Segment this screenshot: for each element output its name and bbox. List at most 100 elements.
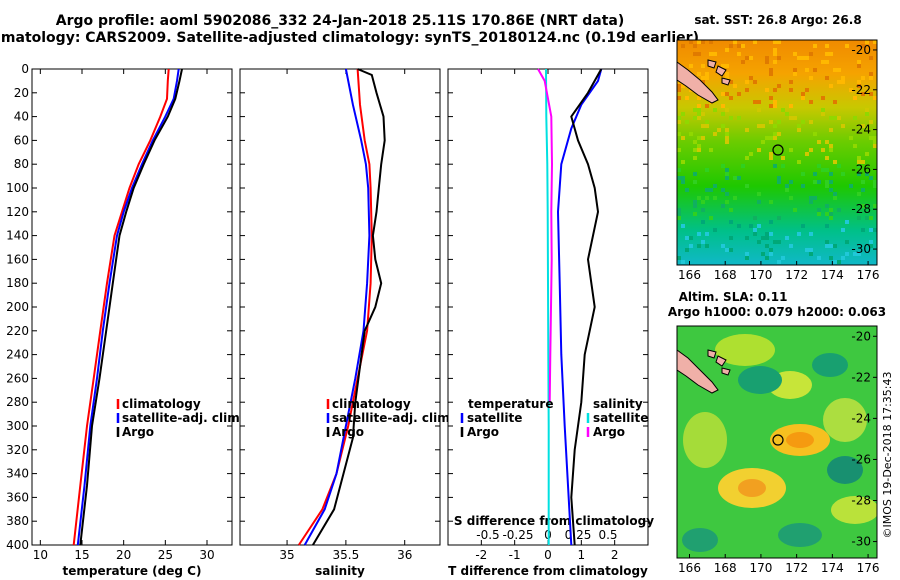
sst-pixel [873, 96, 877, 100]
sst-pixel [865, 40, 869, 44]
x-tick-label: 1 [578, 548, 586, 562]
sst-pixel [725, 72, 729, 76]
depth-tick-label: 80 [14, 157, 29, 171]
sst-pixel [729, 44, 733, 48]
depth-tick-label: 340 [6, 467, 29, 481]
sst-pixel [773, 40, 777, 44]
sst-pixel [833, 68, 837, 72]
sst-pixel [769, 68, 773, 72]
sst-pixel [745, 236, 749, 240]
legend-label: satellite-adj. clim. [332, 411, 454, 425]
sst-pixel [769, 104, 773, 108]
sst-pixel [825, 168, 829, 172]
sst-pixel [781, 108, 785, 112]
sst-pixel [797, 160, 801, 164]
sst-pixel [845, 240, 849, 244]
sst-pixel [769, 252, 773, 256]
sst-pixel [757, 224, 761, 228]
map-lat-label: -30 [851, 535, 871, 549]
sst-pixel [829, 52, 833, 56]
map-lat-label: -28 [851, 202, 871, 216]
sst-pixel [773, 136, 777, 140]
sst-pixel [773, 100, 777, 104]
sst-pixel [757, 240, 761, 244]
map-lon-label: 168 [714, 268, 737, 282]
sst-pixel [801, 184, 805, 188]
sst-pixel [689, 236, 693, 240]
sst-pixel [865, 172, 869, 176]
sst-pixel [769, 220, 773, 224]
sst-pixel [729, 220, 733, 224]
sst-pixel [725, 64, 729, 68]
sst-pixel [769, 96, 773, 100]
depth-tick-label: 380 [6, 514, 29, 528]
sst-pixel [729, 236, 733, 240]
sst-pixel [869, 56, 873, 60]
sst-pixel [733, 196, 737, 200]
sst-pixel [737, 224, 741, 228]
sst-pixel [725, 128, 729, 132]
sst-pixel [693, 140, 697, 144]
sst-pixel [849, 136, 853, 140]
sst-pixel [829, 128, 833, 132]
sst-pixel [841, 76, 845, 80]
sst-pixel [693, 116, 697, 120]
sst-pixel [789, 244, 793, 248]
sst-pixel [677, 256, 681, 260]
sst-pixel [857, 160, 861, 164]
sst-pixel [809, 252, 813, 256]
sla-loyalty-island-1 [707, 349, 717, 359]
sst-pixel [697, 52, 701, 56]
sst-pixel [765, 56, 769, 60]
map-lat-label: -24 [851, 411, 871, 425]
sst-pixel [829, 172, 833, 176]
sst-pixel [777, 132, 781, 136]
x-tick-label: 15 [74, 548, 89, 562]
sst-pixel [677, 208, 681, 212]
difference-panel: -2 -1 0 1 2 T difference from climatology -0.5… [447, 68, 654, 578]
sst-pixel [725, 176, 729, 180]
sst-pixel [781, 256, 785, 260]
map-lat-label: -22 [851, 83, 871, 97]
sst-pixel [681, 180, 685, 184]
series-satellite [76, 68, 180, 546]
series-climatology [72, 68, 170, 546]
sst-pixel [745, 56, 749, 60]
sst-pixel [717, 128, 721, 132]
sst-pixel [789, 88, 793, 92]
sst-pixel [721, 164, 725, 168]
credit-text: ©IMOS 19-Dec-2018 17:35:43 [881, 372, 894, 539]
sst-pixel [701, 76, 705, 80]
sst-pixel [757, 100, 761, 104]
sst-pixel [701, 208, 705, 212]
map-lat-label: -22 [851, 370, 871, 384]
sst-pixel [825, 52, 829, 56]
loyalty-island-1 [707, 59, 717, 69]
sst-pixel [781, 156, 785, 160]
sst-pixel [809, 148, 813, 152]
sst-pixel [777, 180, 781, 184]
sst-pixel [849, 88, 853, 92]
sst-pixel [857, 156, 861, 160]
map-lat-label: -20 [851, 329, 871, 343]
sst-pixel [809, 120, 813, 124]
sst-pixel [777, 240, 781, 244]
sst-pixel [817, 140, 821, 144]
sst-pixel [705, 120, 709, 124]
sst-pixel [825, 180, 829, 184]
sst-pixel [825, 140, 829, 144]
sst-pixel [825, 156, 829, 160]
sst-pixel [805, 68, 809, 72]
sst-map-axes: 166 168 170 172 174 176 -20 -22 -24 -26 -28 -30 [678, 43, 879, 282]
map-lon-label: 170 [749, 561, 772, 575]
sst-pixel [685, 248, 689, 252]
sst-pixel [685, 120, 689, 124]
sst-pixel [833, 116, 837, 120]
figure-title-line1: Argo profile: aoml 5902086_332 24-Jan-20… [56, 13, 625, 29]
sst-pixel [861, 204, 865, 208]
sst-pixel [837, 260, 841, 264]
depth-tick-label: 240 [6, 348, 29, 362]
sst-pixel [709, 188, 713, 192]
sst-pixel [753, 232, 757, 236]
depth-tick-label: 60 [14, 133, 29, 147]
